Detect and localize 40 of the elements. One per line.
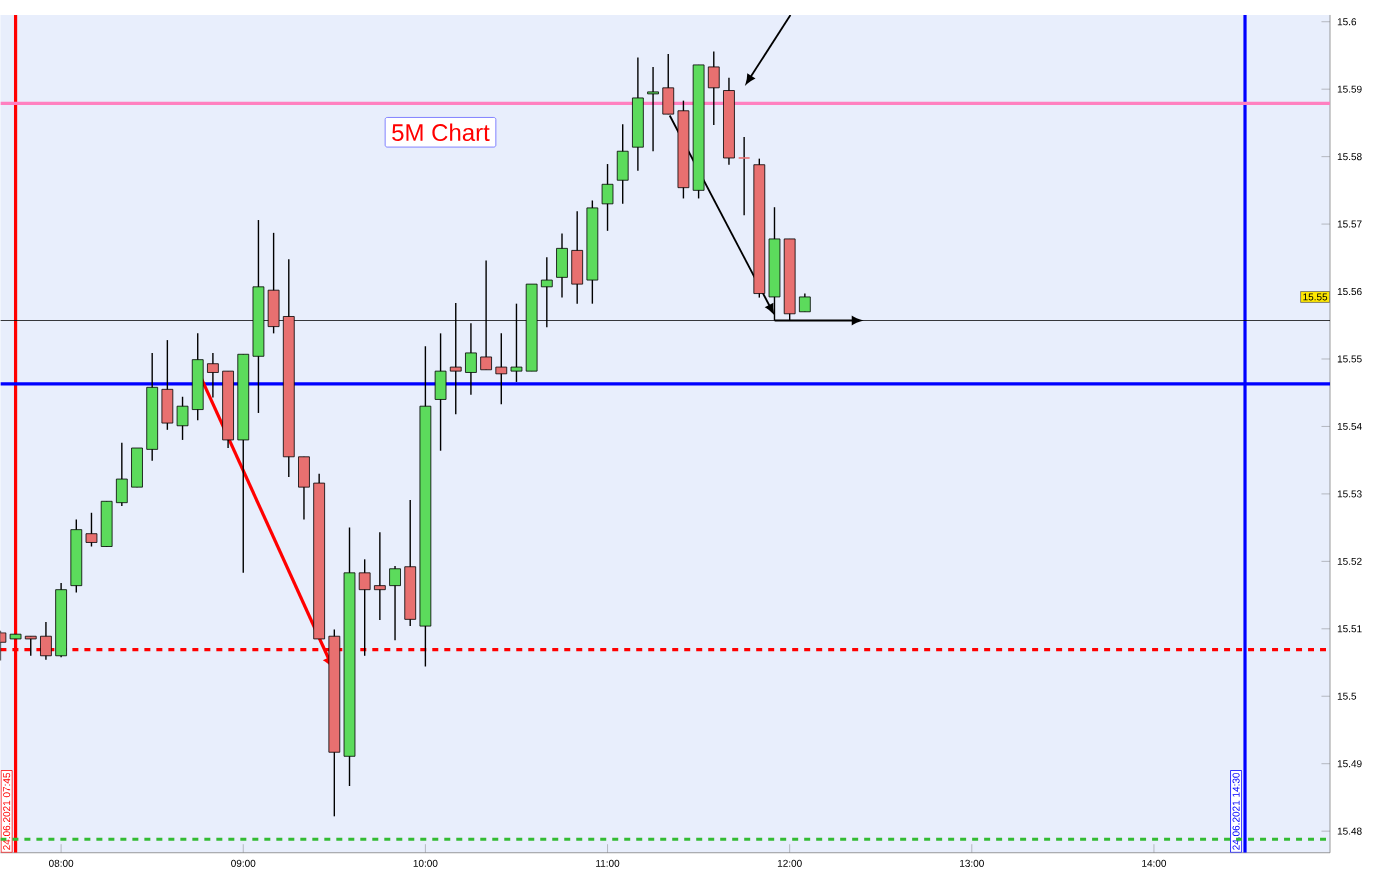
candlestick (115, 442, 128, 507)
candlestick (601, 163, 614, 232)
y-tick-label: 15.59 (1337, 85, 1362, 93)
candlestick (707, 50, 720, 126)
candlestick (176, 396, 189, 441)
y-tick-label: 15.51 (1337, 625, 1362, 633)
y-tick-label: 15.49 (1337, 760, 1362, 768)
candlestick (495, 332, 508, 406)
candlestick (374, 531, 386, 621)
candlestick (85, 512, 98, 548)
candlestick (647, 66, 659, 153)
x-tick-label: 12:00 (777, 860, 802, 868)
y-tick-label: 15.58 (1337, 153, 1362, 161)
y-tick-label: 15.56 (1337, 288, 1362, 296)
x-tick-label: 14:00 (1142, 860, 1167, 868)
text: 5M Chart (392, 123, 490, 142)
candlestick (207, 352, 219, 399)
y-tick-label: 15.5 (1337, 692, 1357, 700)
y-tick-label: 15.53 (1337, 490, 1362, 498)
y-tick-label: 15.54 (1337, 423, 1362, 431)
x-tick-label: 10:00 (413, 860, 438, 868)
candlestick (24, 635, 37, 657)
y-tick-label: 15.55 (1337, 355, 1362, 363)
candlestick (737, 136, 751, 217)
x-tick-label: 09:00 (231, 860, 256, 868)
x-tick-label: 08:00 (48, 860, 74, 868)
ref-line-label: 24.06.2021 07:45 (3, 773, 11, 851)
ref-line-label: 24.06.2021 14:30 (1232, 773, 1240, 851)
candlestick (465, 322, 477, 396)
y-tick-label: 15.48 (1337, 827, 1362, 835)
candlestick (40, 621, 52, 661)
candlestick (389, 565, 401, 642)
x-tick-label: 11:00 (596, 860, 620, 868)
annotation: 15.55 (1303, 293, 1328, 301)
y-tick-label: 15.52 (1337, 558, 1362, 566)
candlestick (358, 558, 371, 657)
y-tick-label: 15.6 (1337, 18, 1357, 26)
y-tick-label: 15.57 (1337, 220, 1362, 228)
x-tick-label: 13:00 (960, 860, 984, 868)
candlestick (798, 293, 811, 313)
